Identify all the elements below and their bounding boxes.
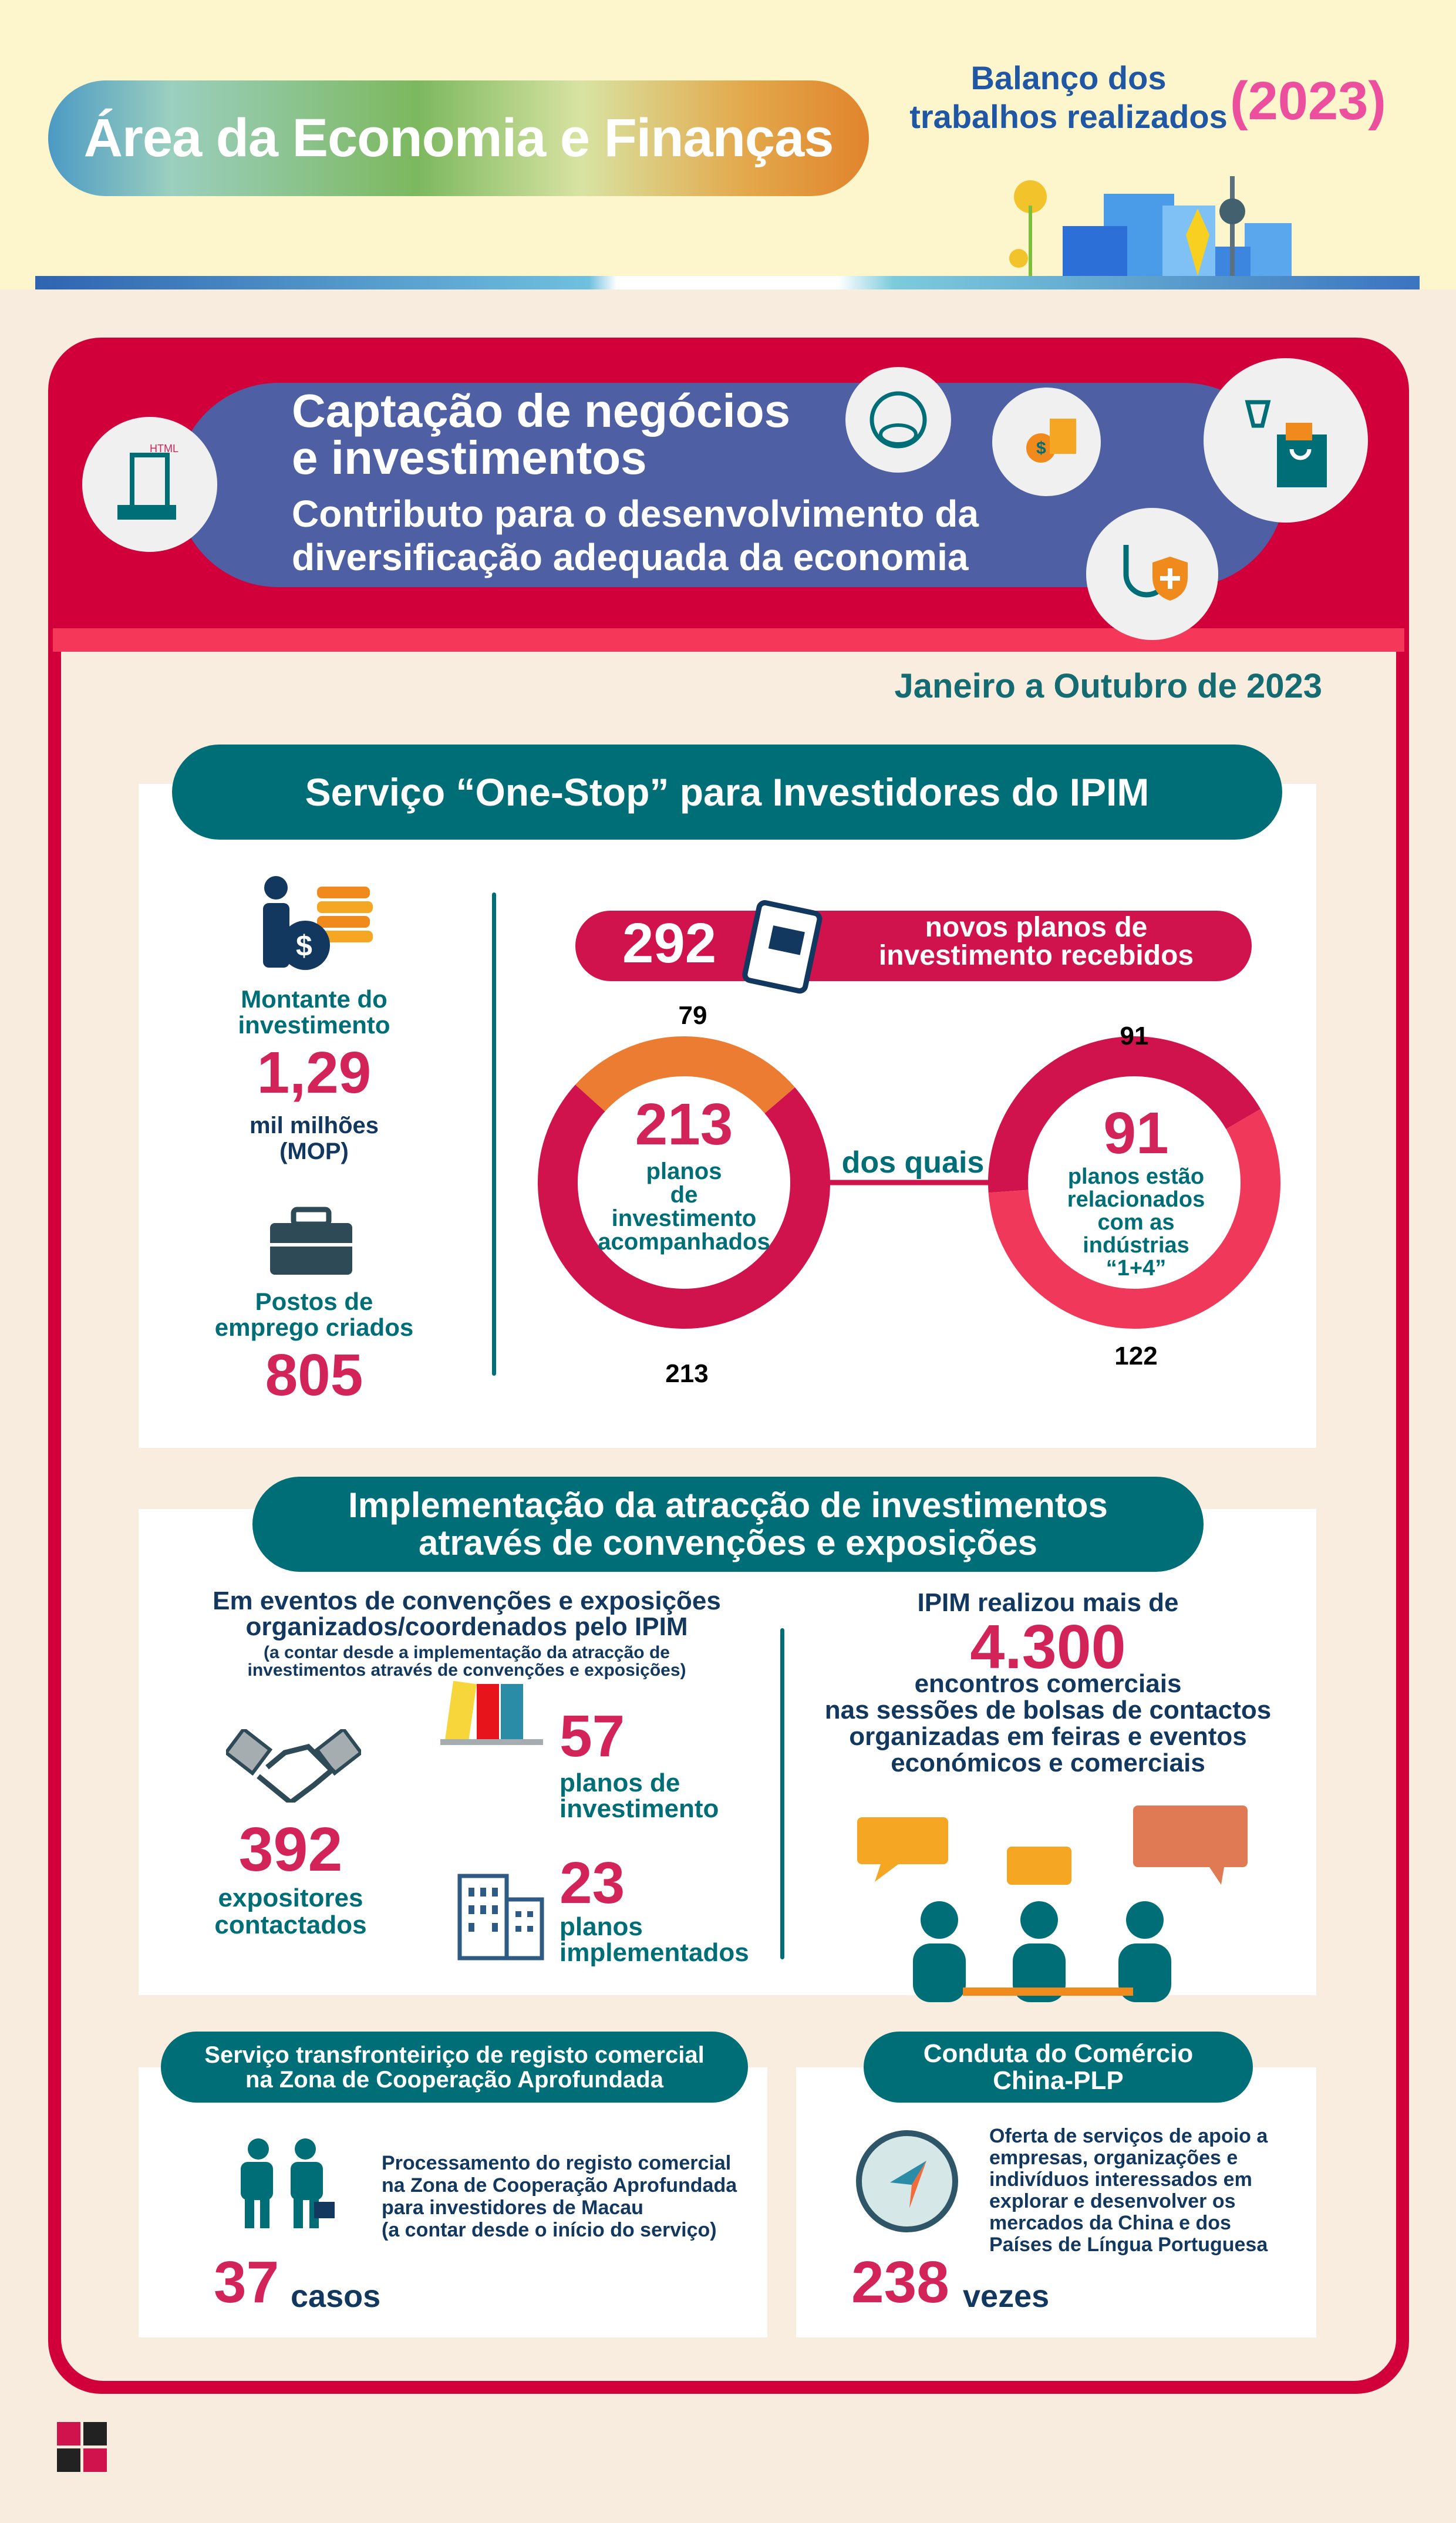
one-stop-title: Serviço “One-Stop” para Investidores do … — [172, 745, 1282, 840]
conventions-note: (a contar desde a implementação da atrac… — [247, 1643, 686, 1680]
connector-label: dos quais — [841, 1146, 985, 1180]
right-donut — [988, 1036, 1280, 1329]
donut-segment-1 — [988, 1109, 1280, 1329]
report-title: Balanço dos trabalhos realizados — [909, 59, 1228, 135]
donut-segment-0 — [988, 1036, 1261, 1193]
handshake-icon — [226, 1729, 361, 1803]
investment-value: 1,29 — [257, 1040, 372, 1106]
donut-charts — [538, 1036, 1280, 1329]
plans-label: planos de investimento — [560, 1769, 719, 1823]
left-donut-top-label: 79 — [678, 1001, 707, 1030]
registry-description: Processamento do registo comercial na Zo… — [382, 2152, 737, 2241]
tech-icon: HTML — [82, 417, 217, 552]
plp-unit: vezes — [963, 2279, 1050, 2314]
left-donut-label: planos de investimento acompanhados — [598, 1158, 770, 1255]
registry-unit: casos — [291, 2279, 381, 2314]
ipim-logo — [57, 2422, 107, 2472]
implemented-label: planos implementados — [560, 1912, 749, 1967]
plans-total: 292 — [622, 912, 717, 975]
registry-section — [139, 2067, 767, 2337]
right-donut-label: planos estão relacionados com as indústr… — [1067, 1164, 1205, 1281]
conventions-intro: Em eventos de convenções e exposições or… — [213, 1586, 721, 1641]
notebook-icon — [742, 900, 823, 994]
left-donut-value: 213 — [635, 1092, 733, 1157]
donut-segment-1 — [538, 1084, 830, 1329]
conventions-divider — [780, 1628, 784, 1959]
meetings-label: encontros comerciais nas sessões de bols… — [824, 1669, 1272, 1777]
donut-segment-0 — [575, 1036, 796, 1114]
plp-value: 238 — [851, 2249, 949, 2315]
report-year: (2023) — [1230, 71, 1386, 131]
svg-text:$: $ — [296, 929, 312, 962]
healthcare-icon — [1086, 508, 1218, 640]
left-donut-bottom-label: 213 — [665, 1359, 709, 1388]
svg-text:HTML: HTML — [150, 443, 178, 454]
right-donut-bottom-label: 122 — [1114, 1342, 1158, 1370]
period-label: Janeiro a Outubro de 2023 — [894, 667, 1322, 705]
plans-received-label: novos planos de investimento recebidos — [878, 912, 1194, 971]
investment-label: Montante do investimento — [238, 985, 390, 1039]
plans-received-pill — [575, 911, 1252, 981]
right-donut-value: 91 — [1103, 1100, 1169, 1166]
jobs-label: Postos de emprego criados — [214, 1288, 414, 1341]
conventions-title: Implementação da atracção de investiment… — [252, 1477, 1204, 1572]
investor-coins-icon: $ — [992, 388, 1101, 496]
sports-balls-icon — [845, 367, 951, 473]
city-illustration — [1009, 176, 1292, 279]
card-strip — [53, 628, 1404, 652]
plp-description: Oferta de serviços de apoio a empresas, … — [989, 2125, 1268, 2256]
registry-value: 37 — [214, 2249, 279, 2315]
banner-title: Captação de negócios e investimentos — [292, 385, 791, 484]
folders-icon — [440, 1680, 543, 1745]
exhibitors-label: expositores contactados — [214, 1884, 367, 1939]
investment-unit: mil milhões (MOP) — [249, 1113, 379, 1164]
section-divider — [492, 892, 496, 1376]
meetings-intro: IPIM realizou mais de — [917, 1588, 1179, 1617]
compass-icon — [856, 2130, 958, 2232]
svg-text:$: $ — [1036, 439, 1046, 458]
business-handshake-people-icon — [241, 2138, 335, 2228]
header-divider — [35, 276, 1420, 289]
plans-value: 57 — [560, 1703, 625, 1769]
registry-title: Serviço transfronteiriço de registo come… — [161, 2032, 748, 2103]
banner-subtitle: Contributo para o desenvolvimento da div… — [292, 493, 979, 578]
right-donut-top-label: 91 — [1120, 1022, 1149, 1050]
business-meeting-icon — [857, 1805, 1248, 2002]
area-title: Área da Economia e Finanças — [48, 80, 869, 196]
office-building-icon — [457, 1874, 544, 1961]
briefcase-icon — [270, 1207, 352, 1275]
exhibitors-value: 392 — [238, 1815, 343, 1884]
investor-money-icon: $ — [263, 876, 373, 970]
plp-title: Conduta do Comércio China-PLP — [864, 2032, 1253, 2103]
shopping-dining-icon — [1204, 358, 1368, 523]
meetings-value: 4.300 — [970, 1612, 1126, 1682]
jobs-value: 805 — [265, 1342, 363, 1408]
left-donut — [538, 1036, 830, 1329]
implemented-value: 23 — [560, 1850, 625, 1916]
